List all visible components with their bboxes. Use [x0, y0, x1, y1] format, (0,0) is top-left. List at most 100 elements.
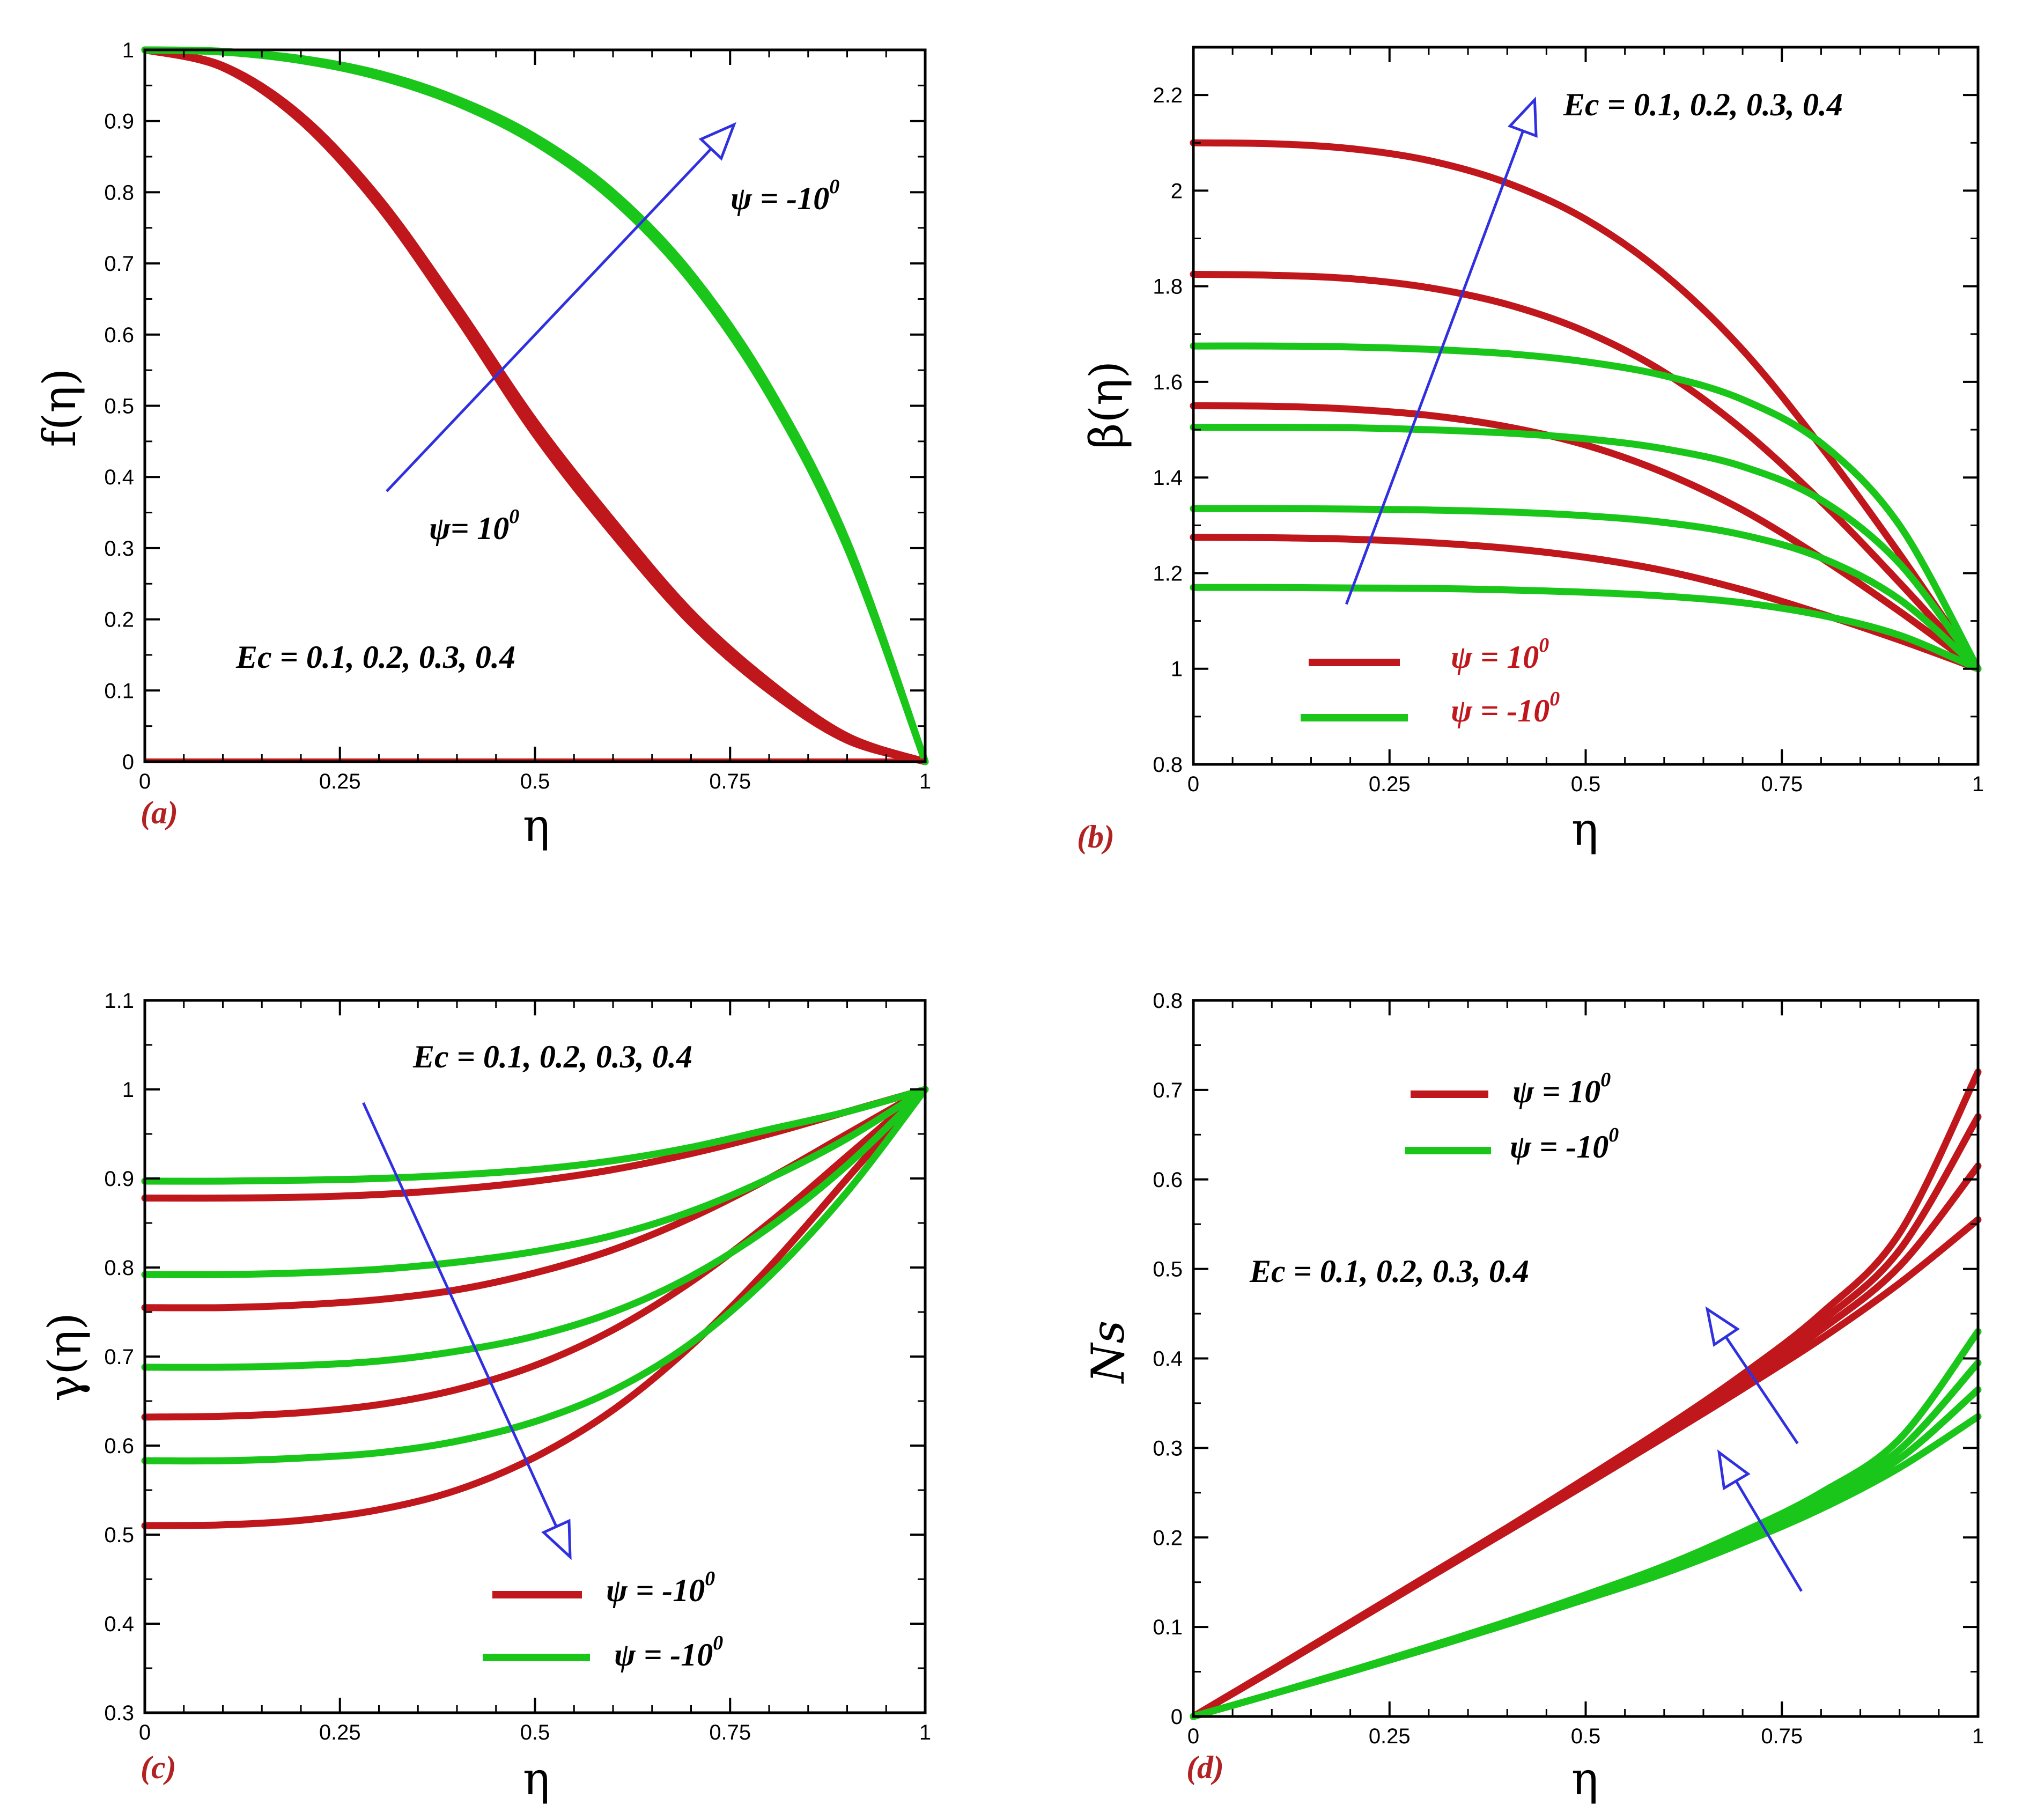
series-line-d-7	[1190, 1328, 1982, 1720]
legend-d-green-text: ψ = -10	[1510, 1129, 1608, 1165]
legend-d-green-sup: 0	[1608, 1124, 1619, 1146]
y-tick-label-d-6: 0.6	[1153, 1168, 1183, 1192]
annotation-psi-neg-a: ψ = -100	[730, 175, 839, 216]
panel-c: 0 0.25 0.5 0.75 1 0.3 0.4 0.5 0.6 0.7 0.8 0.9 1 1.1 (…	[39, 989, 931, 1805]
legend-d-red-text: ψ = 10	[1512, 1074, 1600, 1109]
y-axis-label-b: β(η)	[1080, 361, 1133, 449]
series-line-a-7	[141, 46, 929, 765]
panel-label-b: (b)	[1077, 819, 1115, 854]
y-axis-label-d: Ns	[1082, 1321, 1134, 1384]
x-tick-label-c-4: 1	[919, 1721, 931, 1744]
panel-b: 0 0.25 0.5 0.75 10.811.21.41.61.822.2 (b) η …	[1077, 46, 1984, 856]
trend-arrow-head-c-0	[541, 1519, 572, 1560]
trend-arrow-shaft-d-1	[1735, 1480, 1803, 1592]
series-line-b-5	[1190, 505, 1982, 673]
series-line-b-2	[1190, 270, 1982, 673]
trend-arrow-head-b-0	[1507, 96, 1538, 138]
x-axis-label-c: η	[523, 1752, 550, 1805]
x-tick-label-c-2: 0.5	[520, 1721, 550, 1744]
x-tick-label-a-2: 0.5	[520, 770, 550, 793]
y-tick-label-b-5: 1.8	[1153, 275, 1183, 299]
y-tick-label-a-8: 0.8	[104, 181, 134, 204]
y-tick-label-d-1: 0.1	[1153, 1616, 1183, 1639]
x-tick-label-d-2: 0.5	[1571, 1725, 1601, 1748]
y-tick-label-c-5: 0.8	[104, 1256, 134, 1280]
y-tick-label-b-4: 1.6	[1153, 371, 1183, 394]
x-tick-label-d-0: 0	[1187, 1725, 1199, 1748]
y-tick-label-c-1: 0.4	[104, 1612, 134, 1636]
x-tick-label-a-0: 0	[139, 770, 151, 793]
x-tick-label-d-1: 0.25	[1369, 1725, 1411, 1748]
x-tick-label-b-0: 0	[1187, 772, 1199, 796]
trend-arrow-shaft-a-0	[386, 148, 712, 492]
legend-b-red-text: ψ = 10	[1451, 639, 1539, 675]
legend-c-red-sup: 0	[705, 1567, 715, 1590]
panel-label-c: (c)	[141, 1750, 176, 1785]
trend-arrow-head-a-0	[698, 122, 736, 161]
y-axis-label-c: γ(η)	[39, 1313, 91, 1402]
y-tick-label-a-10: 1	[122, 39, 134, 62]
y-tick-label-c-8: 1.1	[104, 989, 134, 1013]
series-line-b-6	[1190, 424, 1982, 673]
x-tick-label-c-1: 0.25	[319, 1721, 361, 1744]
annotation-psi-pos-a-text: ψ= 10	[429, 511, 509, 546]
annotation-ec-c: Ec = 0.1, 0.2, 0.3, 0.4	[412, 1039, 692, 1074]
annotation-ec-d: Ec = 0.1, 0.2, 0.3, 0.4	[1249, 1254, 1529, 1289]
legend-b-green-sup: 0	[1549, 688, 1560, 710]
trend-arrow-shaft-b-0	[1345, 130, 1525, 605]
y-tick-label-c-2: 0.5	[104, 1523, 134, 1547]
y-tick-label-a-9: 0.9	[104, 110, 134, 134]
legend-d-green: ψ = -100	[1510, 1124, 1619, 1165]
y-tick-label-d-4: 0.4	[1153, 1347, 1183, 1371]
y-tick-label-a-3: 0.3	[104, 537, 134, 561]
plot-frame-a	[143, 48, 927, 763]
trend-arrow-shaft-d-0	[1724, 1336, 1799, 1445]
legend-b-red-sup: 0	[1539, 634, 1549, 657]
y-tick-label-c-4: 0.7	[104, 1345, 134, 1369]
x-axis-label-b: η	[1571, 803, 1598, 856]
y-tick-label-c-6: 0.9	[104, 1167, 134, 1191]
panel-label-a: (a)	[141, 795, 178, 830]
x-tick-label-c-0: 0	[139, 1721, 151, 1744]
panel-a: 0 0.25 0.5 0.75 1 0 0.1 0.2 0.3 0.4 0.5 0.6 0.7 0.8 0.…	[33, 39, 931, 852]
y-tick-label-d-2: 0.2	[1153, 1526, 1183, 1550]
series-line-b-3	[1190, 139, 1982, 673]
y-tick-label-a-5: 0.5	[104, 395, 134, 418]
y-tick-label-b-6: 2	[1171, 179, 1183, 203]
legend-b-green-text: ψ = -10	[1451, 693, 1549, 728]
y-tick-label-c-0: 0.3	[104, 1701, 134, 1725]
x-tick-label-b-2: 0.5	[1571, 772, 1601, 796]
legend-d-red: ψ = 100	[1512, 1069, 1611, 1109]
plot-frame-d	[1192, 999, 1980, 1718]
y-tick-label-d-5: 0.5	[1153, 1258, 1183, 1281]
series-line-c-4	[141, 1086, 929, 1185]
annotation-psi-pos-a-sup: 0	[509, 505, 519, 528]
y-tick-label-d-7: 0.7	[1153, 1079, 1183, 1102]
y-tick-label-b-2: 1.2	[1153, 562, 1183, 585]
x-tick-label-a-1: 0.25	[319, 770, 361, 793]
legend-b-red: ψ = 100	[1451, 634, 1549, 675]
legend-c-green-text: ψ = -10	[614, 1637, 713, 1672]
series-line-d-3	[1190, 1069, 1982, 1720]
annotation-psi-neg-a-text: ψ = -10	[730, 181, 829, 216]
series-line-c-6	[141, 1086, 929, 1371]
trend-arrow-shaft-c-0	[362, 1102, 558, 1528]
y-tick-label-a-1: 0.1	[104, 679, 134, 703]
y-axis-label-a: f(η)	[33, 369, 86, 447]
y-tick-label-d-3: 0.3	[1153, 1436, 1183, 1460]
y-tick-label-d-0: 0	[1171, 1705, 1183, 1729]
series-line-c-2	[141, 1086, 929, 1421]
x-axis-label-d: η	[1571, 1752, 1598, 1805]
annotation-ec-b: Ec = 0.1, 0.2, 0.3, 0.4	[1563, 87, 1843, 122]
plot-frame-c	[143, 999, 927, 1714]
trend-arrow-head-d-0	[1705, 1306, 1740, 1347]
legend-b-green: ψ = -100	[1451, 688, 1560, 728]
plot-frame-b	[1192, 46, 1980, 766]
y-tick-label-a-2: 0.2	[104, 608, 134, 632]
legend-c-red: ψ = -100	[606, 1567, 715, 1608]
y-tick-label-a-4: 0.4	[104, 466, 134, 489]
y-tick-label-a-0: 0	[122, 750, 134, 774]
legend-d-red-sup: 0	[1600, 1069, 1611, 1091]
annotation-psi-pos-a: ψ= 100	[429, 505, 519, 546]
